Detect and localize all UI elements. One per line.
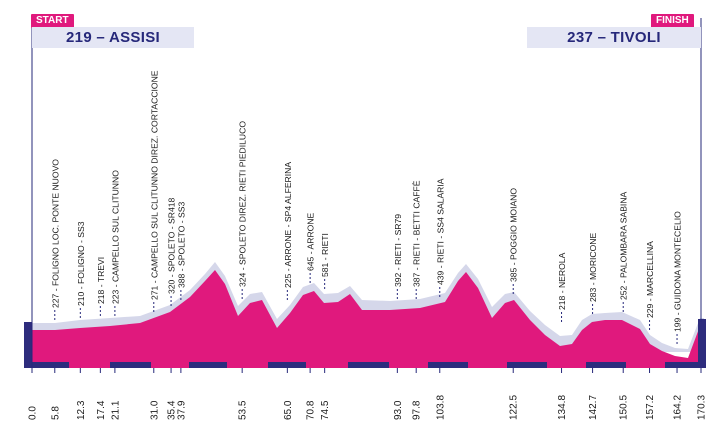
elevation-profile [32,270,704,362]
waypoint-label: 218 - NEROLA [557,252,567,310]
km-label: 150.5 [619,395,630,420]
waypoint-label: 252 - PALOMBARA SABINA [619,191,629,300]
km-label: 5.8 [50,406,61,420]
km-band-segments [32,362,698,368]
km-label: 122.5 [509,395,520,420]
waypoint-label: 218 - TREVI [96,257,106,304]
finish-flag: FINISH [651,14,694,28]
waypoint-label: 199 - GUIDONA MONTECELIO [673,211,683,332]
km-label: 170.3 [697,395,708,420]
waypoint-label: 271 - CAMPELLO SUL CLITUNNO DIREZ. CORTA… [149,70,159,300]
waypoint-label: 387 - RIETI - BETTI CAFFÈ [412,180,422,287]
km-label: 12.3 [76,400,87,420]
km-label: 37.9 [176,400,187,420]
waypoint-label: 225 - ARRONE - SP4 ALFERINA [283,162,293,288]
km-label: 53.5 [238,400,249,420]
km-label: 103.8 [435,395,446,420]
km-label: 0.0 [28,406,39,420]
waypoint-label: 283 - MORICONE [588,232,598,302]
km-label: 17.4 [96,400,107,420]
km-label: 164.2 [673,395,684,420]
km-label: 35.4 [167,400,178,420]
km-label: 74.5 [320,400,331,420]
waypoint-label: 439 - RIETI - SS4 SALARIA [435,178,445,285]
start-edge-block [24,322,32,368]
waypoint-label: 392 - RIETI - SR79 [393,214,403,287]
waypoint-label: 385 - POGGIO MOIANO [509,188,519,282]
km-label: 93.0 [393,400,404,420]
waypoint-label: 324 - SPOLETO DIREZ. RIETI PIEDILUCO [238,121,248,287]
start-banner: 219 – ASSISI [32,27,194,48]
waypoint-label: 223 - CAMPELLO SUL CLITUNNO [110,170,120,304]
waypoint-label: 388 - SPOLETO - SS3 [176,201,186,288]
km-label: 21.1 [110,400,121,420]
waypoint-label: 320 - SPOLETO - SR418 [167,197,177,294]
start-flag: START [31,14,74,28]
waypoint-label: 645 - ARRONE [306,212,316,271]
km-label: 142.7 [588,395,599,420]
waypoint-label: 581 - RIETI [320,233,330,277]
waypoint-label: 229 - MARCELLINA [645,241,655,318]
km-label: 157.2 [645,395,656,420]
km-label: 31.0 [149,400,160,420]
km-label: 134.8 [557,395,568,420]
km-label: 97.8 [412,400,423,420]
waypoint-label: 210 - FOLIGNO - SS3 [76,221,86,306]
finish-edge-block [698,319,706,368]
waypoint-label: 227 - FOLIGNO LOC. PONTE NUOVO [50,159,60,308]
km-label: 65.0 [283,400,294,420]
km-label: 70.8 [306,400,317,420]
finish-banner: 237 – TIVOLI [527,27,701,48]
